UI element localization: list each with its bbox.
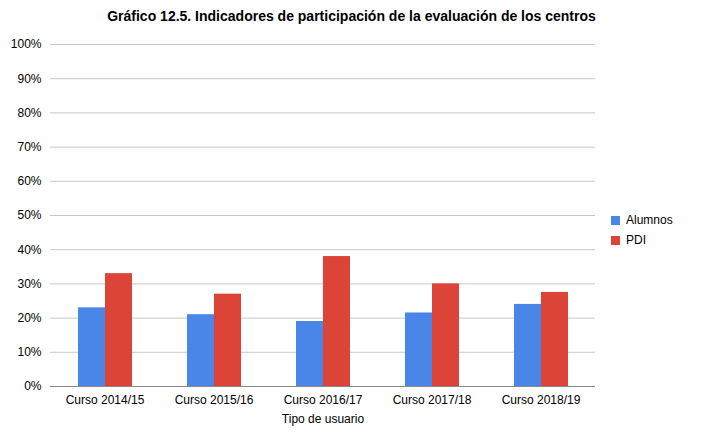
svg-text:Curso 2014/15: Curso 2014/15	[66, 393, 145, 407]
svg-text:Curso 2018/19: Curso 2018/19	[502, 393, 581, 407]
svg-text:30%: 30%	[17, 277, 41, 291]
svg-text:70%: 70%	[17, 140, 41, 154]
svg-text:60%: 60%	[17, 174, 41, 188]
svg-text:50%: 50%	[17, 208, 41, 222]
html-text:Alumnos: Alumnos	[626, 213, 673, 227]
svg-text:20%: 20%	[17, 311, 41, 325]
html-text:PDI: PDI	[626, 233, 646, 247]
svg-text:40%: 40%	[17, 243, 41, 257]
svg-text:100%: 100%	[11, 37, 42, 51]
svg-text:Curso 2015/16: Curso 2015/16	[175, 393, 254, 407]
svg-text:Curso 2017/18: Curso 2017/18	[393, 393, 472, 407]
svg-text:80%: 80%	[17, 106, 41, 120]
svg-text:10%: 10%	[17, 345, 41, 359]
html-text:Gráfico 12.5. Indicadores de p: Gráfico 12.5. Indicadores de participaci…	[107, 8, 596, 24]
svg-text:0%: 0%	[24, 379, 42, 393]
svg-text:90%: 90%	[17, 72, 41, 86]
svg-text:Curso 2016/17: Curso 2016/17	[284, 393, 363, 407]
svg-text:Tipo de usuario: Tipo de usuario	[282, 412, 365, 426]
